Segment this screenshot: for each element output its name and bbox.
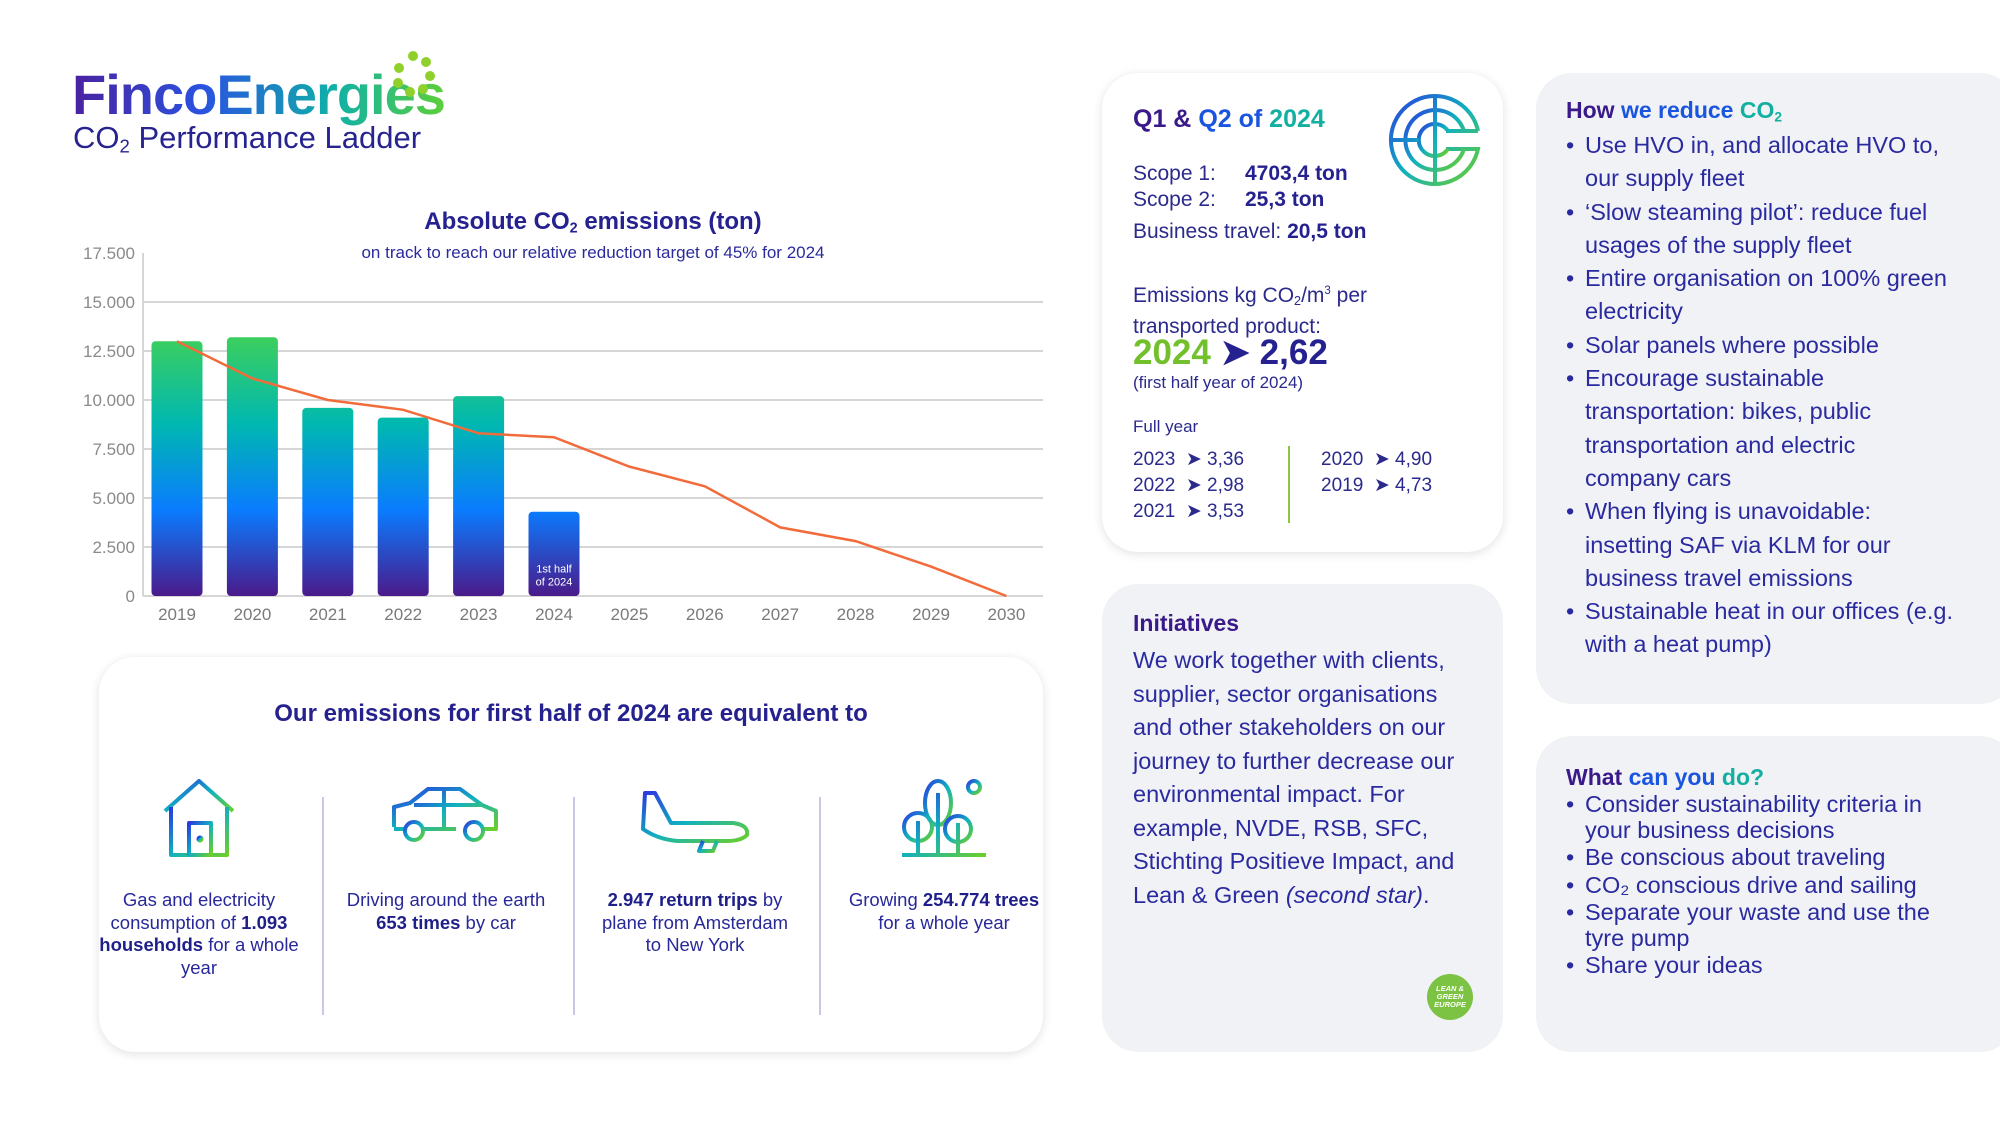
- airplane-icon: [641, 791, 750, 853]
- full-year-col1: 2023 ➤ 3,36 2022 ➤ 2,98 2021 ➤ 3,53: [1133, 449, 1245, 522]
- x-tick-label: 2028: [837, 605, 875, 624]
- list-item: Sustainable heat in our offices (e.g. wi…: [1566, 595, 1956, 662]
- full-year-col2: 2020 ➤ 4,90 2019 ➤ 4,73: [1321, 449, 1433, 496]
- q1-q2-card: Q1 & Q2 of 2024 Scope 1: 4703,4 ton Scope…: [1102, 73, 1503, 552]
- page-subtitle: CO2 Performance Ladder: [73, 120, 422, 157]
- x-tick-label: 2020: [233, 605, 271, 624]
- list-item: ‘Slow steaming pilot’: reduce fuel usage…: [1566, 196, 1956, 263]
- reduce-title: How we reduce CO2: [1566, 97, 1783, 125]
- y-tick-label: 10.000: [83, 391, 135, 410]
- list-item: When flying is unavoidable: insetting SA…: [1566, 495, 1956, 595]
- chart-subtitle: on track to reach our relative reduction…: [361, 243, 825, 262]
- list-item: Use HVO in, and allocate HVO to, our sup…: [1566, 129, 1956, 196]
- list-item: CO₂ conscious drive and sailing: [1566, 872, 1956, 899]
- y-tick-label: 15.000: [83, 293, 135, 312]
- x-tick-label: 2021: [309, 605, 347, 624]
- x-tick-label: 2022: [384, 605, 422, 624]
- equivalents-card: Our emissions for first half of 2024 are…: [99, 657, 1043, 1052]
- list-item: Be conscious about traveling: [1566, 844, 1956, 871]
- initiatives-text: We work together with clients, supplier,…: [1133, 647, 1455, 908]
- y-tick-label: 2.500: [92, 538, 135, 557]
- bar-2023: [453, 396, 505, 596]
- reduce-list: Use HVO in, and allocate HVO to, our sup…: [1566, 129, 1956, 662]
- bar-2022: [377, 417, 429, 596]
- chart-title: Absolute CO2 emissions (ton): [424, 208, 762, 237]
- y-tick-label: 7.500: [92, 440, 135, 459]
- equivalent-trees: Growing 254.774 trees for a whole year: [844, 777, 1044, 934]
- logo-dots-icon: [393, 51, 435, 97]
- list-item: Separate your waste and use the tyre pum…: [1566, 899, 1956, 951]
- x-tick-label: 2024: [535, 605, 573, 624]
- scope-values: Scope 1: 4703,4 ton Scope 2: 25,3 ton Busi…: [1133, 162, 1367, 243]
- house-icon: [163, 779, 235, 857]
- co2-ladder-logo-icon: [1389, 94, 1481, 186]
- list-item: Entire organisation on 100% green electr…: [1566, 262, 1956, 329]
- todo-title: What can you do?: [1566, 764, 1765, 790]
- bar-2019: [151, 341, 203, 596]
- list-item: Share your ideas: [1566, 952, 1956, 979]
- x-tick-label: 2019: [158, 605, 196, 624]
- emissions-chart: 0 2.500 5.000 7.500 10.000 12.500 15.000 17.500…: [83, 244, 1043, 624]
- target-line: [176, 340, 1007, 598]
- y-tick-label: 0: [126, 587, 135, 606]
- list-item: Consider sustainability criteria in your…: [1566, 791, 1956, 843]
- list-item: Encourage sustainable transportation: bi…: [1566, 362, 1956, 495]
- divider: [573, 797, 575, 1015]
- x-tick-label: 2027: [761, 605, 799, 624]
- y-tick-label: 5.000: [92, 489, 135, 508]
- equivalents-title: Our emissions for first half of 2024 are…: [274, 700, 868, 727]
- x-tick-label: 2023: [460, 605, 498, 624]
- divider: [819, 797, 821, 1015]
- bar-2024: [528, 511, 580, 596]
- bar-2020: [226, 337, 278, 596]
- reduce-card: How we reduce CO2 Use HVO in, and alloca…: [1536, 73, 2000, 704]
- y-tick-label: 17.500: [83, 244, 135, 263]
- equivalent-households: Gas and electricity consumption of 1.093…: [99, 777, 299, 979]
- car-icon: [392, 787, 498, 842]
- emissions-label: Emissions kg CO2/m3 per transported produ…: [1133, 284, 1367, 339]
- list-item: Solar panels where possible: [1566, 329, 1956, 363]
- todo-list: Consider sustainability criteria in your…: [1566, 791, 1956, 979]
- emissions-note: (first half year of 2024): [1133, 373, 1304, 392]
- bar-annotation: of 2024: [536, 576, 573, 588]
- bar-annotation: 1st half: [536, 563, 572, 575]
- y-tick-label: 12.500: [83, 342, 135, 361]
- x-tick-label: 2025: [610, 605, 648, 624]
- lean-green-badge-text: LEAN & GREEN EUROPE: [1434, 984, 1466, 1009]
- emissions-2024: 2024 ➤ 2,62: [1133, 333, 1328, 372]
- equivalent-plane: 2.947 return trips by plane from Amsterd…: [595, 777, 795, 957]
- x-tick-label: 2029: [912, 605, 950, 624]
- initiatives-card: Initiatives We work together with client…: [1102, 584, 1503, 1052]
- bar-2021: [302, 407, 354, 596]
- divider: [322, 797, 324, 1015]
- q-card-title: Q1 & Q2 of 2024: [1133, 105, 1325, 133]
- x-tick-label: 2030: [987, 605, 1025, 624]
- todo-card: What can you do? Consider sustainability…: [1536, 736, 2000, 1052]
- initiatives-title: Initiatives: [1133, 610, 1240, 636]
- x-tick-label: 2026: [686, 605, 724, 624]
- lean-green-badge: LEAN & GREEN EUROPE: [1427, 974, 1473, 1020]
- trees-icon: [902, 779, 986, 857]
- equivalent-car: Driving around the earth 653 times by ca…: [346, 777, 546, 934]
- full-year-label: Full year: [1133, 417, 1199, 436]
- divider: [1288, 446, 1290, 523]
